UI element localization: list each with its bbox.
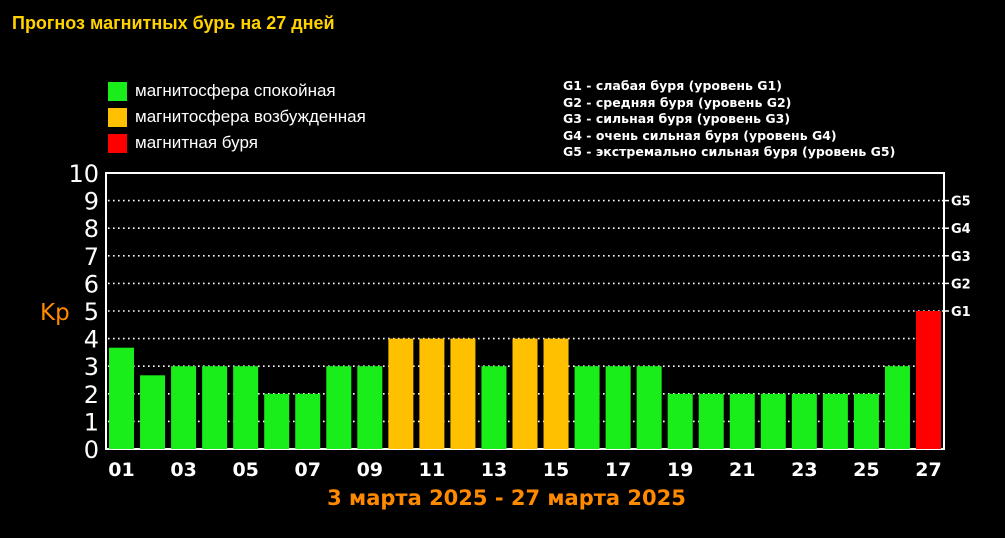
g-level-label: G2 (951, 277, 971, 292)
bar-day-04 (202, 366, 228, 449)
x-tick-label: 03 (170, 459, 196, 481)
x-tick-label: 01 (108, 459, 134, 481)
bar-day-02 (140, 375, 166, 449)
bar-day-18 (636, 366, 662, 449)
legend-swatch-storm (108, 133, 127, 153)
status-legend: магнитосфера спокойная магнитосфера возб… (108, 78, 366, 156)
y-tick-label: 4 (84, 326, 99, 354)
page-title: Прогноз магнитных бурь на 27 дней (12, 13, 335, 33)
bar-day-27 (915, 311, 941, 449)
y-tick-label: 10 (68, 160, 99, 188)
legend-label-excited: магнитосфера возбужденная (135, 107, 366, 126)
bar-day-07 (295, 393, 321, 449)
x-tick-label: 07 (295, 459, 321, 481)
bar-day-13 (481, 366, 507, 449)
legend-item-quiet: магнитосфера спокойная (108, 78, 366, 104)
y-tick-label: 3 (84, 353, 99, 381)
g-legend-g1: G1 - слабая буря (уровень G1) (563, 78, 782, 93)
y-tick-label: 6 (84, 270, 99, 298)
bar-day-21 (729, 393, 755, 449)
g-legend-g5: G5 - экстремально сильная буря (уровень … (563, 144, 896, 159)
y-tick-label: 8 (84, 215, 99, 243)
bar-day-17 (605, 366, 631, 449)
bar-day-14 (512, 338, 538, 449)
y-tick-label: 1 (84, 408, 99, 436)
g-level-label: G4 (951, 222, 971, 237)
date-range: 3 марта 2025 - 27 марта 2025 (327, 486, 686, 510)
legend-label-storm: магнитная буря (135, 133, 258, 152)
y-tick-label: 2 (84, 381, 99, 409)
x-tick-label: 23 (791, 459, 817, 481)
bar-day-24 (822, 393, 848, 449)
x-tick-label: 05 (232, 459, 258, 481)
x-tick-label: 15 (543, 459, 569, 481)
bar-day-05 (233, 366, 259, 449)
y-axis-label: Kp (40, 300, 70, 326)
legend-swatch-quiet (108, 81, 127, 101)
bar-day-26 (884, 366, 910, 449)
bar-day-11 (419, 338, 445, 449)
bar-day-19 (667, 393, 693, 449)
bar-day-22 (760, 393, 786, 449)
bar-day-23 (791, 393, 817, 449)
legend-item-storm: магнитная буря (108, 130, 366, 156)
x-tick-label: 11 (419, 459, 445, 481)
g-level-legend: G1 - слабая буря (уровень G1) G2 - средн… (563, 78, 895, 161)
legend-label-quiet: магнитосфера спокойная (135, 81, 336, 100)
legend-item-excited: магнитосфера возбужденная (108, 104, 366, 130)
y-tick-label: 0 (84, 436, 99, 464)
x-tick-label: 17 (605, 459, 631, 481)
bar-day-06 (264, 393, 290, 449)
bar-day-09 (357, 366, 383, 449)
bar-day-10 (388, 338, 414, 449)
g-legend-g3: G3 - сильная буря (уровень G3) (563, 111, 791, 126)
g-legend-g4: G4 - очень сильная буря (уровень G4) (563, 127, 837, 143)
bar-day-15 (543, 338, 569, 449)
x-tick-label: 21 (729, 459, 755, 481)
y-tick-label: 7 (84, 243, 99, 271)
x-tick-label: 13 (481, 459, 507, 481)
bar-day-16 (574, 366, 600, 449)
y-tick-label: 5 (84, 298, 99, 326)
bar-day-25 (853, 393, 879, 449)
bar-day-03 (171, 366, 197, 449)
x-tick-label: 27 (915, 459, 941, 481)
g-level-label: G3 (951, 250, 971, 265)
x-tick-label: 25 (853, 459, 879, 481)
x-tick-label: 09 (357, 459, 383, 481)
bar-day-20 (698, 393, 724, 449)
g-level-label: G5 (951, 195, 971, 210)
bar-day-12 (450, 338, 476, 449)
x-tick-label: 19 (667, 459, 693, 481)
bar-day-01 (109, 347, 135, 449)
g-legend-g2: G2 - средняя буря (уровень G2) (563, 94, 792, 110)
y-tick-label: 9 (84, 188, 99, 216)
bar-day-08 (326, 366, 352, 449)
legend-swatch-excited (108, 107, 127, 127)
g-level-label: G1 (951, 305, 971, 320)
